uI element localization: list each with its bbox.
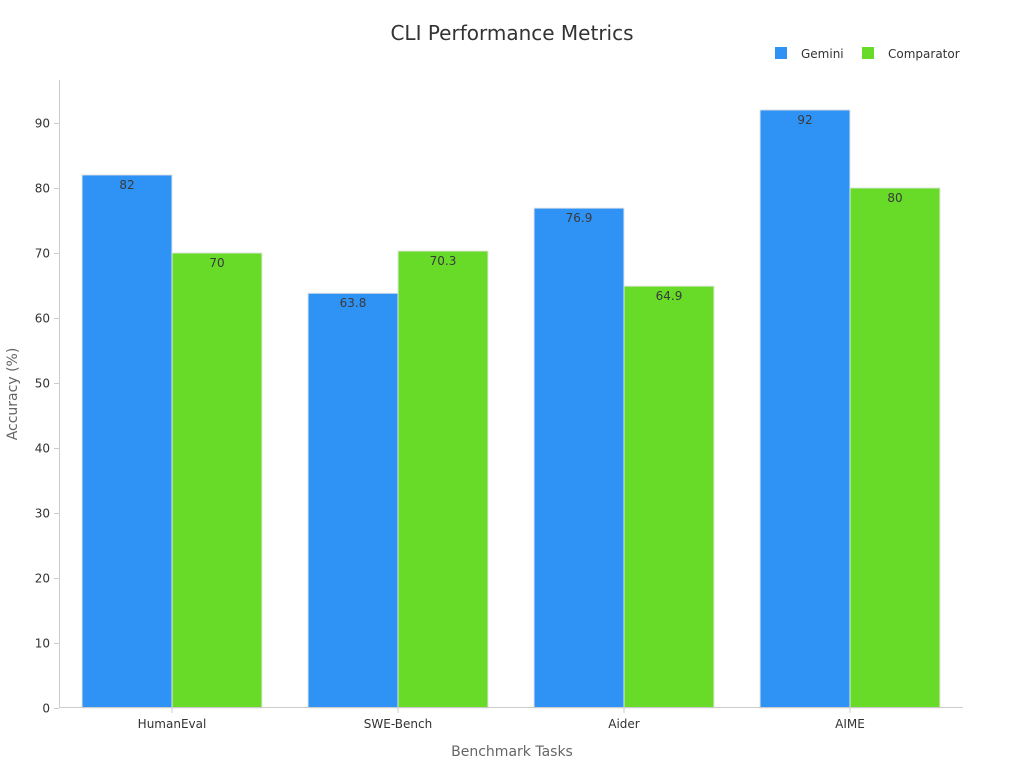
bar-comparator-swe-bench[interactable] [397, 250, 489, 709]
legend-label-comparator: Comparator [888, 47, 960, 61]
legend-swatch-gemini [775, 47, 787, 59]
y-tick-label: 30 [35, 507, 50, 521]
y-tick-label: 40 [35, 442, 50, 456]
bar-gemini-aider[interactable] [533, 207, 625, 709]
legend-item-comparator[interactable]: Comparator [862, 47, 960, 61]
y-tick-label: 20 [35, 572, 50, 586]
data-label-comparator-swe-bench: 70.3 [430, 254, 457, 268]
data-labels-group: 82 70 63.8 70.3 76.9 64.9 92 80 [119, 113, 902, 310]
x-tick-label-aider: Aider [608, 717, 640, 731]
legend-label-gemini: Gemini [801, 47, 844, 61]
data-label-gemini-humaneval: 82 [119, 178, 134, 192]
data-label-gemini-aime: 92 [797, 113, 812, 127]
data-label-comparator-humaneval: 70 [209, 256, 224, 270]
legend-swatch-comparator [862, 47, 874, 59]
bar-gemini-humaneval[interactable] [81, 174, 173, 709]
y-tick-label: 10 [35, 637, 50, 651]
legend: Gemini Comparator [775, 47, 960, 61]
x-tick-label-swe-bench: SWE-Bench [364, 717, 432, 731]
bar-comparator-aider[interactable] [623, 285, 715, 709]
bars-group [81, 109, 941, 709]
bar-gemini-swe-bench[interactable] [307, 292, 399, 709]
data-label-comparator-aime: 80 [887, 191, 902, 205]
bar-comparator-humaneval[interactable] [171, 252, 263, 709]
data-label-gemini-swe-bench: 63.8 [340, 296, 367, 310]
y-tick-label: 0 [42, 702, 50, 716]
chart-title: CLI Performance Metrics [390, 21, 633, 45]
y-tick-label: 80 [35, 182, 50, 196]
legend-item-gemini[interactable]: Gemini [775, 47, 844, 61]
x-tick-label-aime: AIME [835, 717, 865, 731]
y-tick-label: 60 [35, 312, 50, 326]
y-tick-label: 70 [35, 247, 50, 261]
x-axis: HumanEval SWE-Bench Aider AIME [59, 707, 963, 731]
y-tick-label: 90 [35, 117, 50, 131]
y-tick-label: 50 [35, 377, 50, 391]
bar-gemini-aime[interactable] [759, 109, 851, 709]
x-tick-label-humaneval: HumanEval [138, 717, 207, 731]
y-axis: 0 10 20 30 40 50 60 70 80 90 [35, 80, 60, 716]
bar-comparator-aime[interactable] [849, 187, 941, 709]
data-label-gemini-aider: 76.9 [566, 211, 593, 225]
x-axis-title: Benchmark Tasks [451, 744, 573, 760]
y-axis-title: Accuracy (%) [5, 348, 21, 441]
data-label-comparator-aider: 64.9 [656, 289, 683, 303]
